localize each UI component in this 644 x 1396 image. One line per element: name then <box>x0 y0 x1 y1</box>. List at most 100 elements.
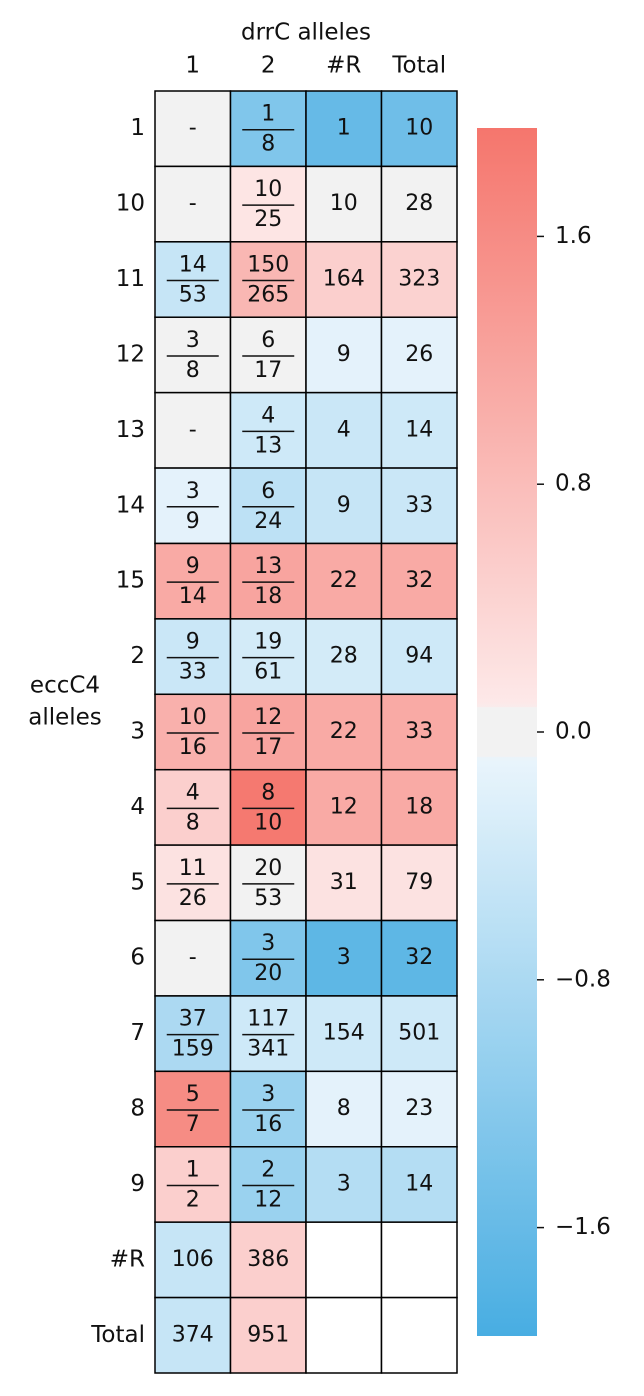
cell-numerator: 5 <box>186 1082 200 1107</box>
cell-denominator: 8 <box>261 132 275 157</box>
cell-label: 374 <box>172 1322 214 1347</box>
heatmap-cell <box>305 241 383 318</box>
heatmap-cell <box>305 1296 383 1374</box>
cell-label: 33 <box>405 719 433 744</box>
cell-label: 8 <box>337 1096 351 1121</box>
cell-label: 501 <box>398 1021 440 1046</box>
cell-denominator: 14 <box>179 584 207 609</box>
colorbar-tick-label: 0.0 <box>555 719 592 745</box>
heatmap-cell <box>229 1146 307 1223</box>
cell-numerator: 4 <box>186 780 200 805</box>
cell-numerator: 10 <box>254 177 282 202</box>
heatmap-cell <box>229 768 307 846</box>
heatmap-cell <box>154 1296 232 1374</box>
cell-label: 14 <box>405 417 433 442</box>
heatmap-cell <box>229 693 307 771</box>
column-label: 1 <box>185 53 200 79</box>
colorbar-neutral-band <box>477 707 537 757</box>
row-label: 15 <box>116 568 145 594</box>
cell-numerator: 1 <box>186 1157 200 1182</box>
cell-label: 28 <box>330 644 358 669</box>
cell-numerator: 3 <box>186 479 200 504</box>
cell-numerator: 150 <box>247 253 289 278</box>
cell-numerator: 13 <box>254 554 282 579</box>
cell-label: 79 <box>405 870 433 895</box>
cell-label: 106 <box>172 1247 214 1272</box>
heatmap-cell <box>154 618 232 696</box>
colorbar-tick-label: −1.6 <box>555 1214 611 1240</box>
cell-denominator: 16 <box>254 1112 282 1137</box>
cell-denominator: 33 <box>179 660 207 685</box>
heatmap-cell <box>305 542 383 620</box>
cell-numerator: 9 <box>186 630 200 655</box>
cell-denominator: 10 <box>254 810 282 835</box>
row-label: 14 <box>116 492 145 518</box>
cell-label: 18 <box>405 794 433 819</box>
heatmap-cell <box>305 1070 383 1148</box>
column-label: 2 <box>261 53 276 79</box>
heatmap-cell <box>154 1146 232 1223</box>
heatmap-cell <box>229 919 307 997</box>
heatmap-cell <box>380 542 458 620</box>
cell-numerator: 1 <box>261 102 275 127</box>
cell-denominator: 7 <box>186 1112 200 1137</box>
cell-denominator: 53 <box>254 886 282 911</box>
heatmap-cell <box>305 693 383 771</box>
heatmap-cell <box>154 995 232 1073</box>
colorbar-tick-label: 1.6 <box>555 223 592 249</box>
cell-numerator: 3 <box>261 931 275 956</box>
cell-denominator: 341 <box>247 1037 289 1062</box>
heatmap-cell <box>229 391 307 469</box>
cell-numerator: 3 <box>261 1082 275 1107</box>
cell-numerator: 4 <box>261 403 275 428</box>
cell-denominator: 8 <box>186 358 200 383</box>
y-axis-label: eccC4 <box>30 673 100 699</box>
cell-denominator: 2 <box>186 1187 200 1212</box>
row-label: 3 <box>130 719 145 745</box>
row-label: 13 <box>116 417 145 443</box>
row-label: 4 <box>130 794 145 820</box>
cell-label: - <box>189 116 197 141</box>
cell-label: - <box>189 191 197 216</box>
cell-numerator: 10 <box>179 705 207 730</box>
cell-numerator: 12 <box>254 705 282 730</box>
cell-numerator: 19 <box>254 630 282 655</box>
row-label: 2 <box>130 643 145 669</box>
cell-label: 164 <box>323 267 365 292</box>
heatmap-cell <box>229 241 307 318</box>
cell-numerator: 20 <box>254 856 282 881</box>
cell-label: 323 <box>398 267 440 292</box>
chart-title: drrC alleles <box>241 20 371 46</box>
heatmap-cell <box>154 391 232 469</box>
cell-denominator: 20 <box>254 961 282 986</box>
heatmap-cell <box>229 165 307 243</box>
cell-label: 1 <box>337 116 351 141</box>
cell-denominator: 18 <box>254 584 282 609</box>
row-label: 7 <box>130 1020 145 1046</box>
heatmap-cell <box>305 391 383 469</box>
cell-denominator: 159 <box>172 1037 214 1062</box>
cell-label: 22 <box>330 719 358 744</box>
cell-label: 32 <box>405 945 433 970</box>
row-label: 6 <box>130 945 145 971</box>
heatmap-cell <box>380 844 458 922</box>
heatmap-cell <box>154 768 232 846</box>
heatmap-cell <box>305 165 383 243</box>
cell-label: 28 <box>405 191 433 216</box>
cell-denominator: 265 <box>247 283 289 308</box>
heatmap-cell <box>380 241 458 318</box>
cell-denominator: 24 <box>254 509 282 534</box>
row-label: 5 <box>130 869 145 895</box>
cell-label: 31 <box>330 870 358 895</box>
heatmap-cell <box>154 1221 232 1299</box>
colorbar-tick-label: −0.8 <box>555 966 611 992</box>
cell-denominator: 9 <box>186 509 200 534</box>
cell-label: 94 <box>405 644 433 669</box>
heatmap-cell <box>229 90 307 168</box>
row-label: 10 <box>116 191 145 217</box>
colorbar-tick-label: 0.8 <box>555 471 592 497</box>
row-label: 8 <box>130 1096 145 1122</box>
cell-label: 10 <box>405 116 433 141</box>
cell-numerator: 6 <box>261 479 275 504</box>
